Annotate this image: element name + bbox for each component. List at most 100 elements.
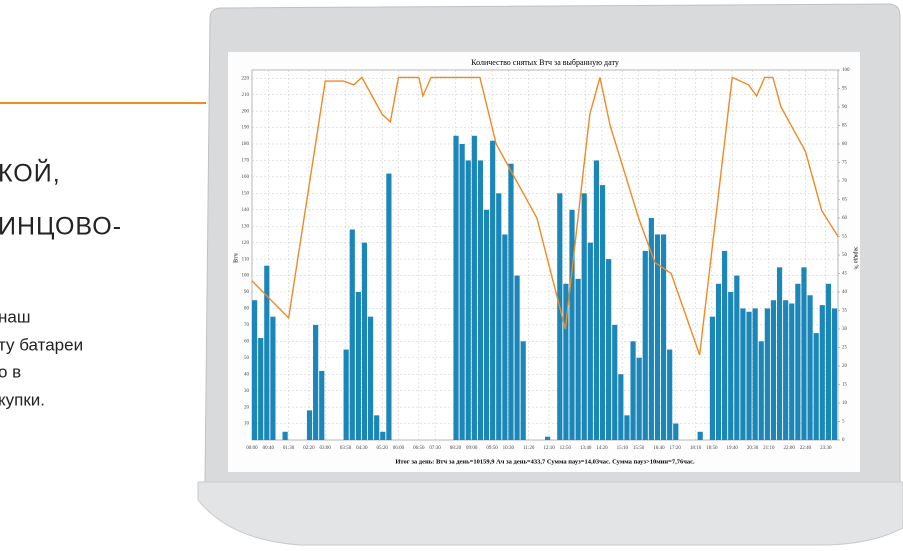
bar [283, 432, 288, 440]
y2-tick-label: 30 [842, 327, 848, 332]
y-tick-label: 10 [244, 422, 250, 427]
bar [667, 350, 672, 440]
bar [496, 193, 501, 440]
x-tick-label: 16:40 [653, 446, 665, 451]
x-tick-label: 22:40 [800, 446, 812, 451]
x-tick-label: 18:10 [690, 446, 702, 451]
bar [612, 325, 617, 440]
bar [728, 292, 733, 440]
x-tick-label: 04:30 [356, 446, 368, 451]
bar [368, 317, 373, 440]
x-tick-label: 00:00 [246, 446, 258, 451]
y2-tick-label: 25 [842, 346, 848, 351]
y-tick-label: 210 [242, 93, 250, 98]
bar [258, 338, 263, 440]
heading: КОЙ, [0, 158, 61, 188]
chart: Количество снятых Втч за выбранную дату … [233, 58, 858, 466]
bar [832, 308, 837, 440]
footer: Итог за день: Втч за день=10159,9 Ач за … [395, 458, 695, 465]
bar [576, 279, 581, 440]
y-tick-label: 50 [244, 356, 250, 361]
bar [264, 266, 269, 440]
y-tick-label: 30 [244, 389, 250, 394]
x-tick-label: 14:20 [596, 446, 608, 451]
bar [746, 312, 751, 440]
y-tick-label: 100 [242, 274, 250, 279]
bar [252, 300, 257, 440]
bar [661, 234, 666, 440]
x-tick-label: 20:30 [747, 446, 759, 451]
y-tick-label: 140 [242, 208, 250, 213]
y-tick-label: 80 [244, 307, 250, 312]
x-tick-label: 09:50 [486, 446, 498, 451]
bar [673, 424, 678, 440]
bar [270, 317, 275, 440]
y-tick-label: 110 [242, 257, 250, 262]
bar [783, 300, 788, 440]
x-tick-label: 23:30 [820, 446, 832, 451]
x-tick-label: 15:50 [633, 446, 645, 451]
bar [508, 164, 513, 440]
x-tick-label: 18:50 [706, 446, 718, 451]
x-tick-label: 06:00 [393, 446, 405, 451]
bar [569, 210, 574, 440]
y2-tick-label: 55 [842, 235, 848, 240]
bar [716, 284, 721, 440]
bar [600, 185, 605, 440]
y2-tick-label: 40 [842, 290, 848, 295]
bar [374, 415, 379, 440]
bar [453, 136, 458, 440]
y-tick-label: 160 [242, 175, 250, 180]
heading: ИНЦОВО- [0, 213, 122, 241]
bar [606, 259, 611, 440]
bar [740, 308, 745, 440]
x-tick-label: 15:10 [617, 446, 629, 451]
bar [545, 437, 550, 440]
body-text: ту батареи [0, 335, 83, 354]
y-tick-label: 190 [242, 126, 250, 131]
bar [472, 136, 477, 440]
bar [698, 432, 703, 440]
bar [594, 160, 599, 440]
y-tick-label: 120 [242, 241, 250, 246]
x-tick-label: 11:20 [523, 446, 535, 451]
bar [826, 284, 831, 440]
y2-tick-label: 20 [842, 364, 848, 369]
body-text: купки. [0, 390, 45, 409]
bar [478, 160, 483, 440]
bar [795, 284, 800, 440]
bar [807, 295, 812, 440]
bar [777, 267, 782, 440]
y2-tick-label: 70 [842, 179, 848, 184]
x-tick-label: 05:20 [377, 446, 389, 451]
x-tick-label: 22:00 [783, 446, 795, 451]
bar [637, 358, 642, 440]
x-tick-label: 08:20 [450, 446, 462, 451]
y2-tick-label: 45 [842, 272, 848, 277]
bar [753, 308, 758, 440]
bar [484, 210, 489, 440]
bar [618, 374, 623, 440]
bar [722, 251, 727, 440]
y2-tick-label: 95 [842, 87, 848, 92]
bar [710, 317, 715, 440]
bar [386, 174, 391, 440]
y-tick-label: 220 [242, 76, 250, 81]
x-tick-label: 03:50 [340, 446, 352, 451]
body-text: о в [0, 362, 21, 381]
x-tick-label: 12:10 [543, 446, 555, 451]
bar [319, 371, 324, 440]
y2-tick-label: 100 [842, 68, 850, 73]
bar [789, 304, 794, 440]
y2-tick-label: 15 [842, 383, 848, 388]
x-tick-label: 02:20 [303, 446, 315, 451]
chart-title: Количество снятых Втч за выбранную дату [471, 58, 619, 67]
bar [771, 300, 776, 440]
bar [624, 415, 629, 440]
y-tick-label: 180 [242, 142, 250, 147]
y-tick-label: 130 [242, 224, 250, 229]
x-tick-label: 17:20 [670, 446, 682, 451]
bar [734, 276, 739, 440]
y2-tick-label: 80 [842, 142, 848, 147]
y2-axis-label: заряда % [853, 246, 859, 269]
